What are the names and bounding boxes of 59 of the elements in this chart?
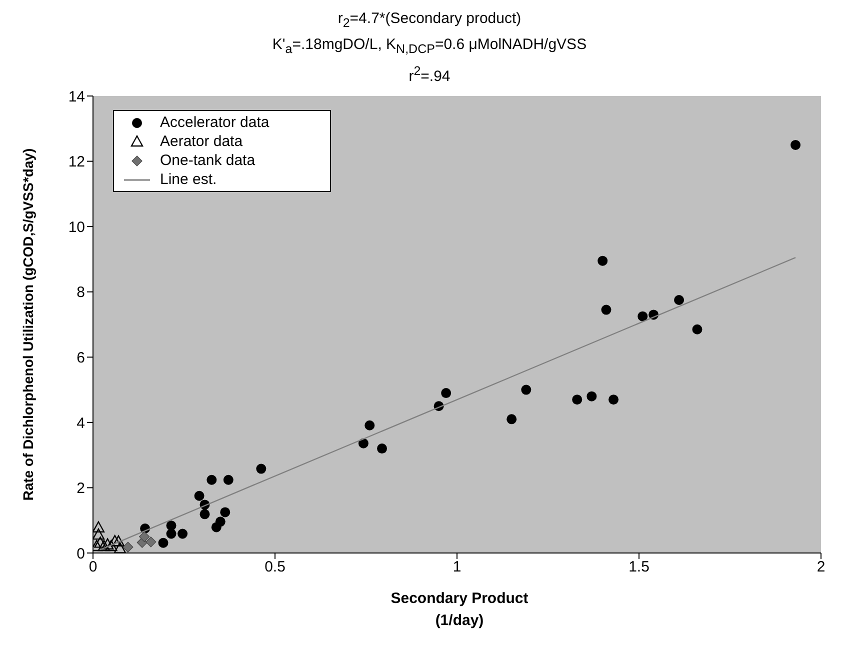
point <box>178 528 188 539</box>
point <box>364 420 375 430</box>
point <box>506 414 517 424</box>
y-tick-label: 8 <box>76 284 85 302</box>
point <box>200 509 210 520</box>
point <box>220 507 230 518</box>
x-tick-label: 0 <box>88 558 98 576</box>
y-tick-label: 4 <box>76 414 85 432</box>
point <box>194 490 204 501</box>
point <box>377 444 388 454</box>
y-tick-label: 2 <box>76 480 85 498</box>
legend-label: One-tank data <box>160 152 256 169</box>
point <box>608 394 619 405</box>
point <box>601 304 612 315</box>
x-tick-label: 2 <box>816 558 826 576</box>
point <box>112 535 125 546</box>
text: r$^{2}$=.94 <box>408 63 452 87</box>
x-tick-label: 1.5 <box>628 558 650 576</box>
point <box>114 542 126 553</box>
point <box>441 388 452 398</box>
x-tick-label: 0.5 <box>264 558 286 576</box>
y-tick-label: 0 <box>76 545 85 562</box>
point <box>638 311 648 322</box>
x-tick-label: 1 <box>452 558 462 576</box>
y-axis-title: Rate of Dichlorphenol Utilization (gCOD,S/gVSS*day) <box>20 148 36 501</box>
point <box>692 324 702 334</box>
point <box>521 384 532 395</box>
point <box>93 521 105 532</box>
point <box>108 534 121 546</box>
chart-subtitle: K'$_{a}$=.18mgDO/L, K$_{N,DCP}$=0.6 μMolNADH/gVSS <box>271 35 588 58</box>
legend-label: Accelerator data <box>160 114 270 131</box>
point <box>93 528 105 540</box>
point <box>166 528 176 539</box>
point <box>256 464 266 474</box>
x-axis-title: Secondary Product (1/day) <box>390 589 530 631</box>
point <box>223 474 234 485</box>
y-tick-label: 12 <box>68 154 85 171</box>
point <box>674 295 684 306</box>
y-tick-label: 10 <box>68 218 85 236</box>
point <box>98 540 110 552</box>
y-tick-label: 6 <box>76 349 85 366</box>
point <box>105 540 118 552</box>
point <box>122 542 134 552</box>
point <box>206 474 217 485</box>
y-tick-label: 14 <box>68 88 85 106</box>
point <box>139 531 150 542</box>
legend-label: Line est. <box>160 171 217 188</box>
point <box>101 538 114 550</box>
point <box>358 438 368 448</box>
chart-title: r$_{2}$=4.7*(Secondary product) <box>336 9 522 32</box>
point <box>790 140 801 150</box>
point <box>598 256 608 266</box>
point <box>215 516 226 527</box>
point <box>158 538 168 548</box>
point <box>572 394 582 405</box>
legend-label: Aerator data <box>160 133 243 150</box>
point <box>94 536 106 548</box>
point <box>146 536 156 548</box>
point <box>586 391 597 402</box>
